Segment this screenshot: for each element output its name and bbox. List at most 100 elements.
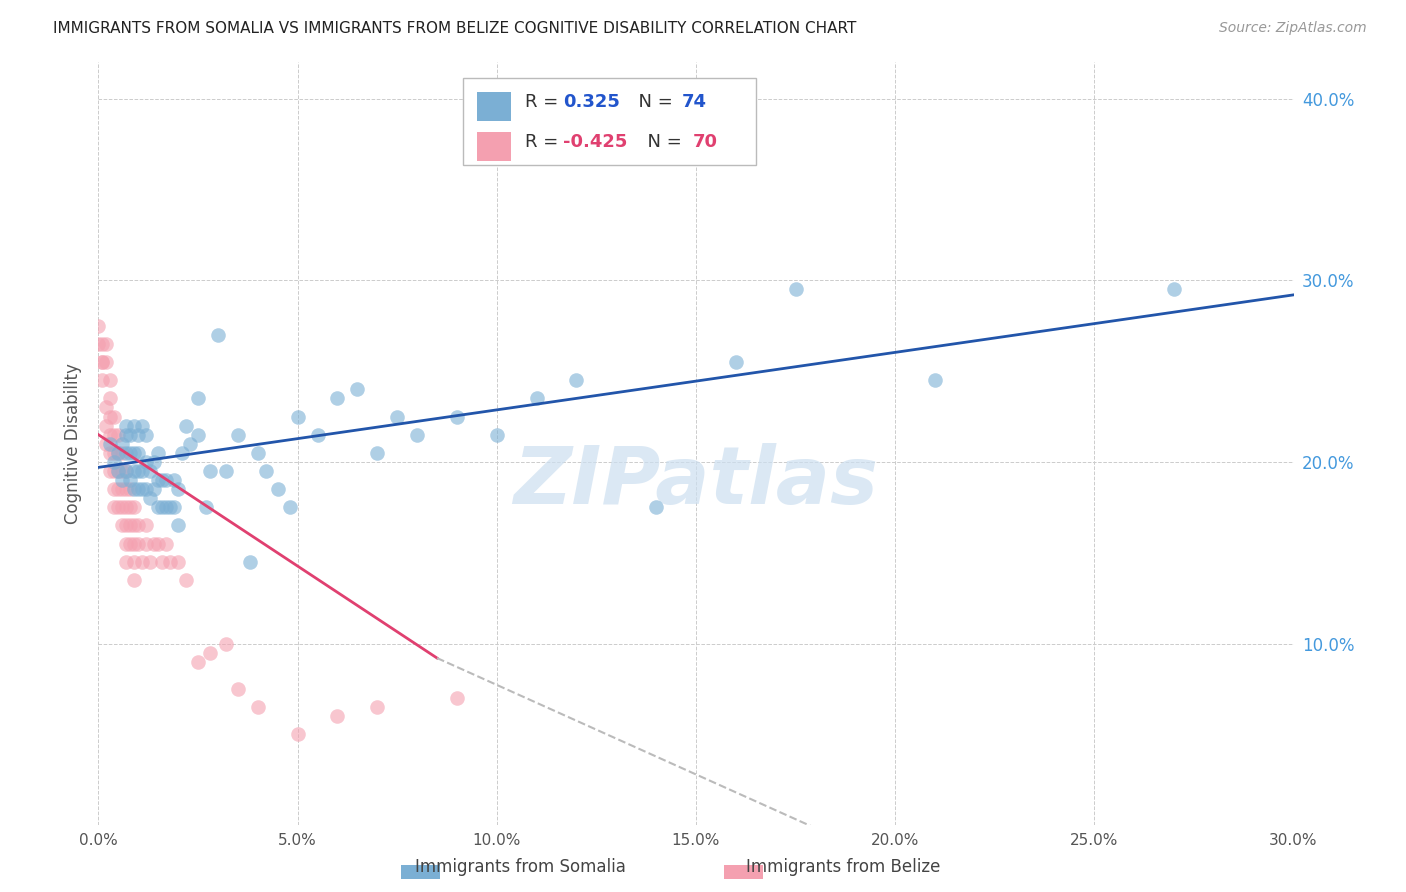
Text: R =: R = <box>524 133 564 151</box>
Point <box>187 392 209 406</box>
Point <box>155 536 177 550</box>
Point <box>198 646 221 660</box>
Point <box>131 555 153 569</box>
Point <box>163 473 186 487</box>
Point <box>127 518 149 533</box>
Point <box>115 518 138 533</box>
Point <box>267 482 290 496</box>
Point <box>143 455 166 469</box>
Point <box>307 427 329 442</box>
Point <box>91 337 114 351</box>
Point <box>163 500 186 515</box>
Point <box>148 446 170 460</box>
Point <box>148 500 170 515</box>
FancyBboxPatch shape <box>463 78 756 165</box>
Point <box>198 464 221 478</box>
Point <box>124 518 146 533</box>
Point <box>131 482 153 496</box>
Point <box>148 473 170 487</box>
Text: ZIPatlas: ZIPatlas <box>513 443 879 521</box>
Point <box>167 555 190 569</box>
Point <box>87 337 110 351</box>
Point <box>254 464 277 478</box>
Point <box>120 518 142 533</box>
Point <box>111 518 134 533</box>
Point <box>155 500 177 515</box>
Point <box>103 464 125 478</box>
Point <box>326 709 349 723</box>
Point <box>143 536 166 550</box>
Text: N =: N = <box>637 133 688 151</box>
Point <box>207 327 229 342</box>
Point <box>187 427 209 442</box>
Point <box>103 482 125 496</box>
Point <box>366 700 388 714</box>
Point <box>115 446 138 460</box>
Point <box>115 536 138 550</box>
Point <box>120 446 142 460</box>
Y-axis label: Cognitive Disability: Cognitive Disability <box>65 363 83 524</box>
Point <box>143 482 166 496</box>
Point <box>124 555 146 569</box>
Point <box>406 427 429 442</box>
Point <box>135 455 157 469</box>
Point <box>174 418 197 433</box>
Point <box>135 536 157 550</box>
Text: N =: N = <box>627 93 678 111</box>
Point <box>127 464 149 478</box>
Point <box>98 464 122 478</box>
Text: 0.325: 0.325 <box>564 93 620 111</box>
Point <box>111 446 134 460</box>
Point <box>111 482 134 496</box>
Point <box>96 436 118 450</box>
Point <box>167 518 190 533</box>
Point <box>287 727 309 741</box>
Point <box>346 382 368 396</box>
Point <box>107 446 129 460</box>
Point <box>287 409 309 424</box>
Text: -0.425: -0.425 <box>564 133 627 151</box>
Point <box>924 373 946 387</box>
Point <box>446 690 468 705</box>
Point <box>150 555 173 569</box>
Point <box>96 401 118 415</box>
Point <box>103 409 125 424</box>
Point <box>98 373 122 387</box>
Point <box>120 427 142 442</box>
Point <box>91 355 114 369</box>
Point <box>115 482 138 496</box>
FancyBboxPatch shape <box>477 132 510 161</box>
Point <box>107 427 129 442</box>
Point <box>124 418 146 433</box>
Text: 70: 70 <box>692 133 717 151</box>
Point <box>115 427 138 442</box>
Point <box>526 392 548 406</box>
Point <box>111 464 134 478</box>
Point <box>135 482 157 496</box>
Point <box>91 355 114 369</box>
Point <box>215 464 238 478</box>
Point <box>115 464 138 478</box>
Point <box>124 446 146 460</box>
Point <box>785 282 807 296</box>
Point <box>446 409 468 424</box>
Point <box>103 446 125 460</box>
Point <box>107 464 129 478</box>
Point <box>120 482 142 496</box>
Point <box>87 318 110 333</box>
Point <box>124 536 146 550</box>
Point <box>174 573 197 587</box>
Point <box>91 373 114 387</box>
Point <box>278 500 301 515</box>
Point <box>115 555 138 569</box>
Point <box>195 500 218 515</box>
Point <box>120 473 142 487</box>
Point <box>724 355 747 369</box>
Point <box>124 482 146 496</box>
Point <box>111 436 134 450</box>
Point <box>187 655 209 669</box>
Point <box>127 427 149 442</box>
Point <box>127 482 149 496</box>
Point <box>107 500 129 515</box>
Point <box>103 500 125 515</box>
